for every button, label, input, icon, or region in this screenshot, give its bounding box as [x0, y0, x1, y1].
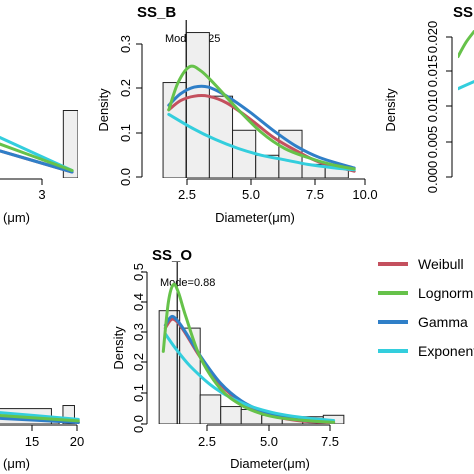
- histogram-bar: [62, 110, 78, 178]
- panel-title: SS_B: [137, 4, 176, 21]
- panel-ss-b: SS_B Mode=2.25 2.5 5.0 7.5 10.0 0.0 0.1 …: [96, 4, 378, 225]
- y-tick-label: 0.005: [425, 126, 440, 159]
- x-tick-label: 20: [70, 434, 84, 449]
- histogram-bar: [158, 310, 181, 424]
- panel-bottom-left-partial: 15 20 (μm): [0, 405, 84, 471]
- y-axis-label: Density: [383, 88, 398, 132]
- y-tick-label: 0.3: [118, 35, 133, 53]
- y-tick-label: 0.0: [118, 168, 133, 186]
- plot-area: [162, 20, 356, 178]
- x-axis-label: (μm): [3, 210, 30, 225]
- panel-ss-o: SS_O Mode=0.88 2.5 5.0 7.5 0.0 0.1 0.2 0…: [111, 247, 345, 471]
- panel-title: SS: [453, 4, 473, 21]
- plot-area: [158, 262, 345, 424]
- panel-top-right-partial: SS 0.000 0.005 0.010 0.015 0.020 Density: [383, 4, 474, 193]
- density-curve-gamma: [0, 416, 80, 424]
- histogram-bar: [220, 406, 242, 424]
- histogram-bar: [62, 405, 75, 424]
- density-curve-exponent: [0, 135, 74, 172]
- legend: Weibull Lognorm Gamma Exponent: [378, 256, 474, 359]
- plot-area: [0, 110, 78, 178]
- y-tick-label: 0.3: [131, 323, 146, 341]
- density-curve-exponent: [163, 332, 336, 422]
- legend-label-exponent: Exponent: [418, 343, 474, 359]
- histogram-bar: [199, 394, 222, 424]
- y-tick-label: 0.020: [425, 21, 440, 54]
- panel-title: SS_O: [152, 247, 192, 264]
- density-curve-exponent: [458, 80, 474, 91]
- x-tick-label: 2.5: [198, 434, 216, 449]
- plot-area: [0, 405, 80, 424]
- x-axis-label: Diameter(μm): [215, 210, 295, 225]
- density-curve-gamma: [167, 84, 356, 170]
- x-tick-label: 2.5: [178, 187, 196, 202]
- x-tick-label: 5.0: [242, 187, 260, 202]
- y-tick-label: 0.010: [425, 90, 440, 123]
- y-tick-label: 0.0: [131, 415, 146, 433]
- density-curve-lognorm: [167, 64, 356, 171]
- x-axis-label: Diameter(μm): [230, 456, 310, 471]
- y-axis-label: Density: [96, 88, 111, 132]
- legend-label-gamma: Gamma: [418, 314, 468, 330]
- y-tick-label: 0.015: [425, 55, 440, 88]
- plot-area: [458, 30, 474, 91]
- mode-label: Mode=0.88: [160, 277, 215, 289]
- density-curve-exponent: [0, 411, 80, 421]
- y-tick-label: 0.1: [118, 124, 133, 142]
- x-tick-label: 10.0: [352, 187, 377, 202]
- x-tick-label: 5.0: [260, 434, 278, 449]
- y-tick-label: 0.2: [118, 79, 133, 97]
- y-axis-label: Density: [111, 326, 126, 370]
- legend-label-lognorm: Lognorm: [418, 285, 473, 301]
- x-tick-label: 7.5: [306, 187, 324, 202]
- x-tick-label: 15: [25, 434, 39, 449]
- x-tick-label: 7.5: [321, 434, 339, 449]
- histogram-bar: [162, 82, 187, 178]
- histogram-bar: [185, 32, 210, 178]
- density-curve-gamma: [0, 149, 74, 174]
- y-tick-label: 0.4: [131, 293, 146, 311]
- legend-label-weibull: Weibull: [418, 256, 464, 272]
- y-tick-label: 0.5: [131, 263, 146, 281]
- x-tick-label: 3: [38, 187, 45, 202]
- density-curve-lognorm: [161, 282, 336, 424]
- density-curve-lognorm: [0, 142, 74, 172]
- density-curve-lognorm: [458, 30, 474, 59]
- density-curve-lognorm: [0, 413, 80, 423]
- panel-top-left-partial: 3 (μm): [0, 110, 78, 225]
- y-tick-label: 0.000: [425, 161, 440, 194]
- x-axis-label: (μm): [3, 456, 30, 471]
- y-tick-label: 0.1: [131, 384, 146, 402]
- y-tick-label: 0.2: [131, 353, 146, 371]
- density-curve-exponent: [167, 112, 356, 172]
